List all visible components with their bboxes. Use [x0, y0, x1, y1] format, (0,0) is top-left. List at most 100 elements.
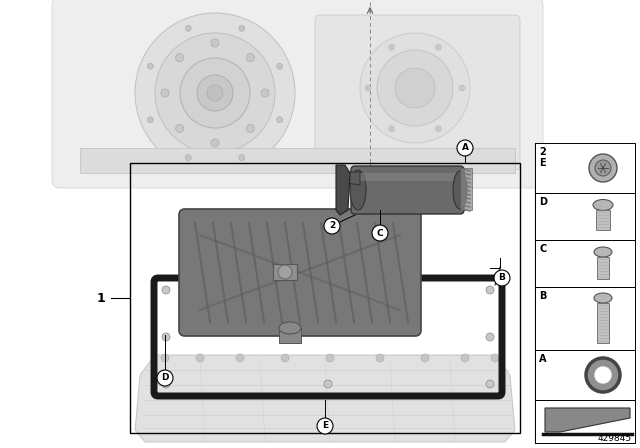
Text: B: B [539, 291, 547, 301]
Circle shape [491, 354, 499, 362]
Text: 2: 2 [539, 147, 546, 157]
FancyBboxPatch shape [52, 0, 543, 188]
FancyBboxPatch shape [351, 166, 464, 214]
FancyBboxPatch shape [315, 15, 520, 170]
Bar [535, 143, 635, 193]
Circle shape [236, 354, 244, 362]
Circle shape [276, 63, 283, 69]
Text: 429845: 429845 [598, 434, 632, 443]
Circle shape [185, 155, 191, 161]
Polygon shape [340, 172, 360, 185]
Circle shape [175, 125, 184, 132]
Circle shape [185, 26, 191, 31]
Ellipse shape [453, 171, 467, 209]
Text: C: C [377, 228, 383, 237]
Bar [80, 148, 515, 173]
Circle shape [461, 354, 469, 362]
Circle shape [162, 286, 170, 294]
Circle shape [207, 85, 223, 101]
Circle shape [147, 63, 154, 69]
Circle shape [161, 89, 169, 97]
Circle shape [162, 333, 170, 341]
Circle shape [324, 380, 332, 388]
Circle shape [317, 418, 333, 434]
Polygon shape [336, 165, 350, 215]
Circle shape [360, 33, 470, 143]
Polygon shape [135, 355, 515, 442]
Bar [460, 168, 472, 210]
Circle shape [421, 354, 429, 362]
Circle shape [281, 354, 289, 362]
Circle shape [586, 358, 620, 392]
Bar [535, 193, 635, 240]
Circle shape [388, 126, 394, 132]
Bar [597, 257, 609, 279]
Bar [535, 400, 635, 443]
Circle shape [135, 13, 295, 173]
Circle shape [594, 366, 612, 384]
Circle shape [239, 26, 244, 31]
Circle shape [486, 286, 494, 294]
Circle shape [595, 160, 611, 176]
Text: 1: 1 [96, 292, 105, 305]
Circle shape [486, 380, 494, 388]
Circle shape [157, 370, 173, 386]
Circle shape [175, 54, 184, 62]
Circle shape [435, 44, 442, 50]
Bar [279, 328, 301, 343]
Bar [273, 264, 297, 280]
Circle shape [376, 354, 384, 362]
Circle shape [180, 58, 250, 128]
Text: 2: 2 [329, 221, 335, 231]
Circle shape [278, 265, 292, 279]
Circle shape [457, 140, 473, 156]
Circle shape [377, 50, 453, 126]
Ellipse shape [279, 322, 301, 334]
Circle shape [372, 225, 388, 241]
Text: E: E [322, 422, 328, 431]
Circle shape [161, 354, 169, 362]
Circle shape [261, 89, 269, 97]
Text: E: E [539, 158, 546, 168]
Bar [535, 287, 635, 350]
Bar [597, 303, 609, 343]
Circle shape [239, 155, 244, 161]
Circle shape [589, 154, 617, 182]
Text: D: D [539, 197, 547, 207]
Text: C: C [539, 244, 547, 254]
Text: D: D [161, 374, 169, 383]
Circle shape [395, 68, 435, 108]
FancyBboxPatch shape [179, 209, 421, 336]
Circle shape [326, 354, 334, 362]
Bar [535, 350, 635, 400]
Ellipse shape [594, 247, 612, 257]
Circle shape [196, 354, 204, 362]
Ellipse shape [350, 170, 366, 210]
Circle shape [388, 44, 394, 50]
Circle shape [494, 270, 510, 286]
Circle shape [276, 117, 283, 123]
Circle shape [365, 85, 371, 91]
Circle shape [211, 39, 219, 47]
Ellipse shape [593, 199, 613, 211]
Circle shape [162, 380, 170, 388]
Text: B: B [499, 273, 506, 283]
Ellipse shape [594, 293, 612, 303]
Circle shape [246, 125, 254, 132]
Text: A: A [461, 143, 468, 152]
Bar [535, 240, 635, 287]
Circle shape [147, 117, 154, 123]
Bar [360, 173, 458, 181]
Polygon shape [545, 408, 630, 432]
Circle shape [324, 286, 332, 294]
Circle shape [486, 333, 494, 341]
Text: A: A [539, 354, 547, 364]
Circle shape [197, 75, 233, 111]
Circle shape [155, 33, 275, 153]
Circle shape [211, 139, 219, 147]
Circle shape [435, 126, 442, 132]
Circle shape [459, 85, 465, 91]
Bar [596, 210, 610, 230]
Circle shape [246, 54, 254, 62]
Circle shape [324, 218, 340, 234]
